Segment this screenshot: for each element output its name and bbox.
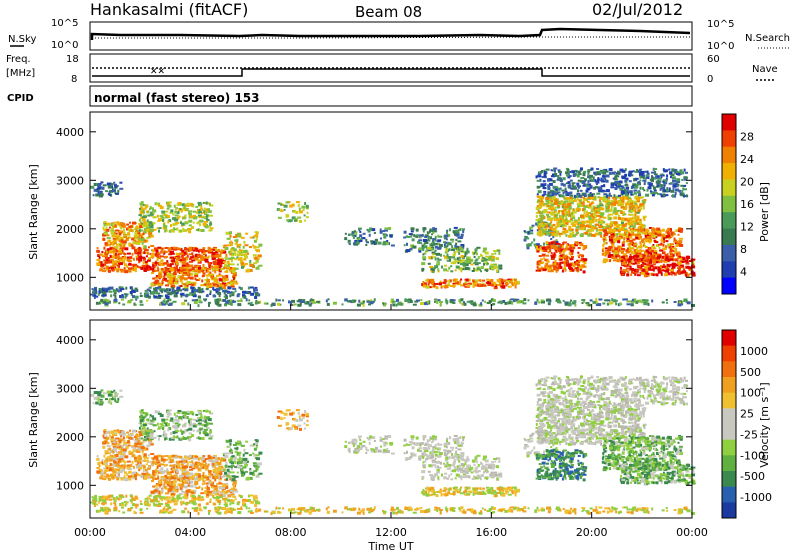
station-title: Hankasalmi (fitACF) bbox=[90, 0, 248, 19]
velocity-colorbar-label: Velocity [m s⁻¹] bbox=[758, 382, 771, 467]
x-tick-label: 08:00 bbox=[275, 526, 307, 539]
colorbar-swatch bbox=[722, 163, 736, 180]
x-tick-label: 04:00 bbox=[174, 526, 206, 539]
colorbar-swatch bbox=[722, 471, 736, 488]
y-tick-label: 1000 bbox=[56, 271, 84, 284]
colorbar-tick: 100 bbox=[740, 387, 761, 400]
svg-text:✕✕: ✕✕ bbox=[150, 67, 165, 77]
colorbar-tick: 25 bbox=[740, 408, 754, 421]
freq-tick-bottom: 8 bbox=[71, 74, 77, 85]
colorbar-swatch bbox=[722, 277, 736, 295]
noise-tick-left-bottom: 10^0 bbox=[51, 40, 78, 51]
colorbar-swatch bbox=[722, 455, 736, 472]
colorbar-swatch bbox=[722, 408, 736, 425]
x-tick-label: 20:00 bbox=[576, 526, 608, 539]
y-tick-label: 2000 bbox=[56, 431, 84, 444]
colorbar-swatch bbox=[722, 261, 736, 279]
velocity-colorbar: 1000 500 100 25 -25 -100 -500 -1000 bbox=[721, 329, 772, 519]
freq-trace bbox=[92, 68, 690, 77]
freq-panel: ✕✕ Freq. [MHz] 18 8 60 0 Nave bbox=[6, 53, 778, 85]
noise-panel: N.Sky 10^5 10^0 10^5 10^0 N.Search bbox=[8, 18, 790, 52]
colorbar-swatch bbox=[722, 486, 736, 503]
colorbar-swatch bbox=[722, 424, 736, 441]
freq-tick-top: 18 bbox=[66, 54, 79, 65]
noise-tick-left-top: 10^5 bbox=[51, 18, 78, 29]
colorbar-swatch bbox=[722, 146, 736, 164]
x-tick-label: 16:00 bbox=[475, 526, 507, 539]
power-ylabel: Slant Range [km] bbox=[27, 164, 40, 260]
x-tick-label: 00:00 bbox=[676, 526, 708, 539]
colorbar-tick: 500 bbox=[740, 366, 761, 379]
power-colorbar: 28 24 20 16 12 8 4 bbox=[721, 113, 754, 295]
colorbar-tick: -500 bbox=[740, 470, 765, 483]
colorbar-swatch bbox=[722, 179, 736, 197]
colorbar-swatch bbox=[722, 392, 736, 409]
nsky-label: N.Sky bbox=[8, 34, 36, 45]
velocity-heatmap bbox=[90, 375, 696, 516]
power-colorbar-label: Power [dB] bbox=[758, 182, 771, 242]
colorbar-swatch bbox=[722, 330, 736, 347]
colorbar-tick: 8 bbox=[740, 243, 747, 256]
colorbar-swatch bbox=[722, 345, 736, 362]
colorbar-tick: 1000 bbox=[740, 345, 768, 358]
cpid-text: normal (fast stereo) 153 bbox=[94, 91, 260, 105]
colorbar-tick: 20 bbox=[740, 176, 754, 189]
freq-unit-label: [MHz] bbox=[6, 68, 35, 79]
velocity-ylabel: Slant Range [km] bbox=[27, 372, 40, 468]
noise-tick-right-top: 10^5 bbox=[707, 19, 734, 30]
x-axis-label: Time UT bbox=[367, 540, 413, 553]
colorbar-tick: -25 bbox=[740, 428, 758, 441]
y-tick-label: 2000 bbox=[56, 223, 84, 236]
nave-label: Nave bbox=[752, 64, 778, 75]
colorbar-tick: -100 bbox=[740, 449, 765, 462]
colorbar-swatch bbox=[722, 502, 736, 519]
colorbar-tick: 4 bbox=[740, 266, 747, 279]
colorbar-swatch bbox=[722, 377, 736, 394]
power-heatmap bbox=[90, 167, 696, 308]
beam-title: Beam 08 bbox=[355, 3, 422, 21]
nsky-trace bbox=[90, 27, 691, 40]
y-tick-label: 3000 bbox=[56, 382, 84, 395]
freq-label: Freq. bbox=[6, 54, 31, 65]
colorbar-swatch bbox=[722, 228, 736, 246]
colorbar-tick: 16 bbox=[740, 198, 754, 211]
colorbar-tick: -1000 bbox=[740, 491, 772, 504]
colorbar-swatch bbox=[722, 195, 736, 213]
velocity-panel: 4000 3000 2000 1000 Slant Range [km] bbox=[27, 319, 696, 519]
y-tick-label: 4000 bbox=[56, 126, 84, 139]
colorbar-tick: 24 bbox=[740, 153, 754, 166]
power-panel: 4000 3000 2000 1000 Slant Range [km] bbox=[27, 111, 696, 311]
colorbar-swatch bbox=[722, 244, 736, 262]
nsearch-label: N.Search bbox=[745, 33, 790, 44]
colorbar-swatch bbox=[722, 212, 736, 230]
cpid-label: CPID bbox=[7, 93, 34, 104]
colorbar-swatch bbox=[722, 439, 736, 456]
date-title: 02/Jul/2012 bbox=[592, 0, 683, 19]
colorbar-swatch bbox=[722, 114, 736, 131]
nave-tick-bottom: 0 bbox=[707, 74, 713, 85]
noise-tick-right-bottom: 10^0 bbox=[707, 41, 734, 52]
colorbar-swatch bbox=[722, 130, 736, 148]
x-tick-label: 12:00 bbox=[375, 526, 407, 539]
y-tick-label: 3000 bbox=[56, 174, 84, 187]
x-tick-label: 00:00 bbox=[74, 526, 106, 539]
y-tick-label: 1000 bbox=[56, 479, 84, 492]
colorbar-tick: 28 bbox=[740, 131, 754, 144]
colorbar-swatch bbox=[722, 361, 736, 378]
nave-tick-top: 60 bbox=[707, 54, 720, 65]
y-tick-label: 4000 bbox=[56, 334, 84, 347]
colorbar-tick: 12 bbox=[740, 221, 754, 234]
